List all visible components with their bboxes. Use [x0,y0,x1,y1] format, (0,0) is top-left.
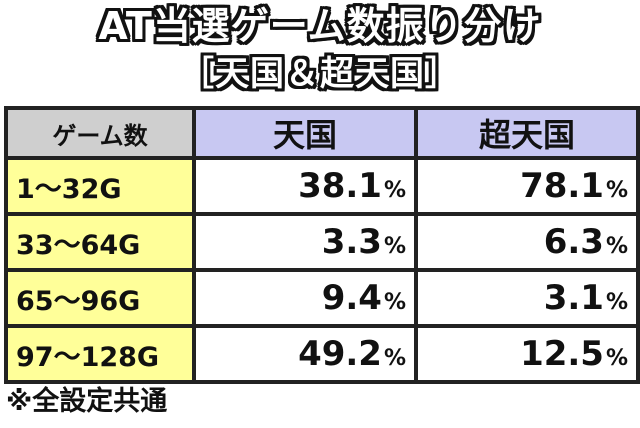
percent-unit: % [605,234,628,259]
super-heaven-value-cell: 12.5% [414,324,640,384]
heaven-value: 3.3 [321,222,382,262]
page-title: AT当選ゲーム数振り分け [98,4,542,48]
super-heaven-value-cell: 78.1% [414,156,640,216]
super-heaven-value: 3.1 [543,278,604,318]
row-label: 97〜128G [4,324,196,384]
percent-unit: % [383,178,406,203]
super-heaven-value: 12.5 [520,334,604,374]
row-label: 1〜32G [4,156,196,216]
table-row: 65〜96G 9.4% 3.1% [4,268,640,328]
super-heaven-value-cell: 3.1% [414,268,640,328]
heaven-value: 49.2 [298,334,382,374]
row-label: 33〜64G [4,212,196,272]
super-heaven-value: 78.1 [520,166,604,206]
percent-unit: % [383,290,406,315]
super-heaven-value: 6.3 [543,222,604,262]
table-row: 97〜128G 49.2% 12.5% [4,324,640,384]
super-heaven-value-cell: 6.3% [414,212,640,272]
page-subtitle: ［天国＆超天国］ [180,54,460,94]
heaven-value-cell: 9.4% [192,268,418,328]
percent-unit: % [383,346,406,371]
table-row: 33〜64G 3.3% 6.3% [4,212,640,272]
heaven-value: 38.1 [298,166,382,206]
table-header-row: ゲーム数 天国 超天国 [4,106,640,160]
percent-unit: % [605,178,628,203]
row-label: 65〜96G [4,268,196,328]
table-row: 1〜32G 38.1% 78.1% [4,156,640,216]
heaven-value-cell: 49.2% [192,324,418,384]
footnote: ※全設定共通 [6,386,168,417]
distribution-table: ゲーム数 天国 超天国 1〜32G 38.1% 78.1% 33〜64G 3.3… [4,106,640,384]
percent-unit: % [383,234,406,259]
heaven-value-cell: 38.1% [192,156,418,216]
heaven-value-cell: 3.3% [192,212,418,272]
percent-unit: % [605,290,628,315]
super-heaven-header: 超天国 [414,106,640,160]
percent-unit: % [605,346,628,371]
heaven-header: 天国 [192,106,418,160]
game-count-header: ゲーム数 [4,106,196,160]
heaven-value: 9.4 [321,278,382,318]
